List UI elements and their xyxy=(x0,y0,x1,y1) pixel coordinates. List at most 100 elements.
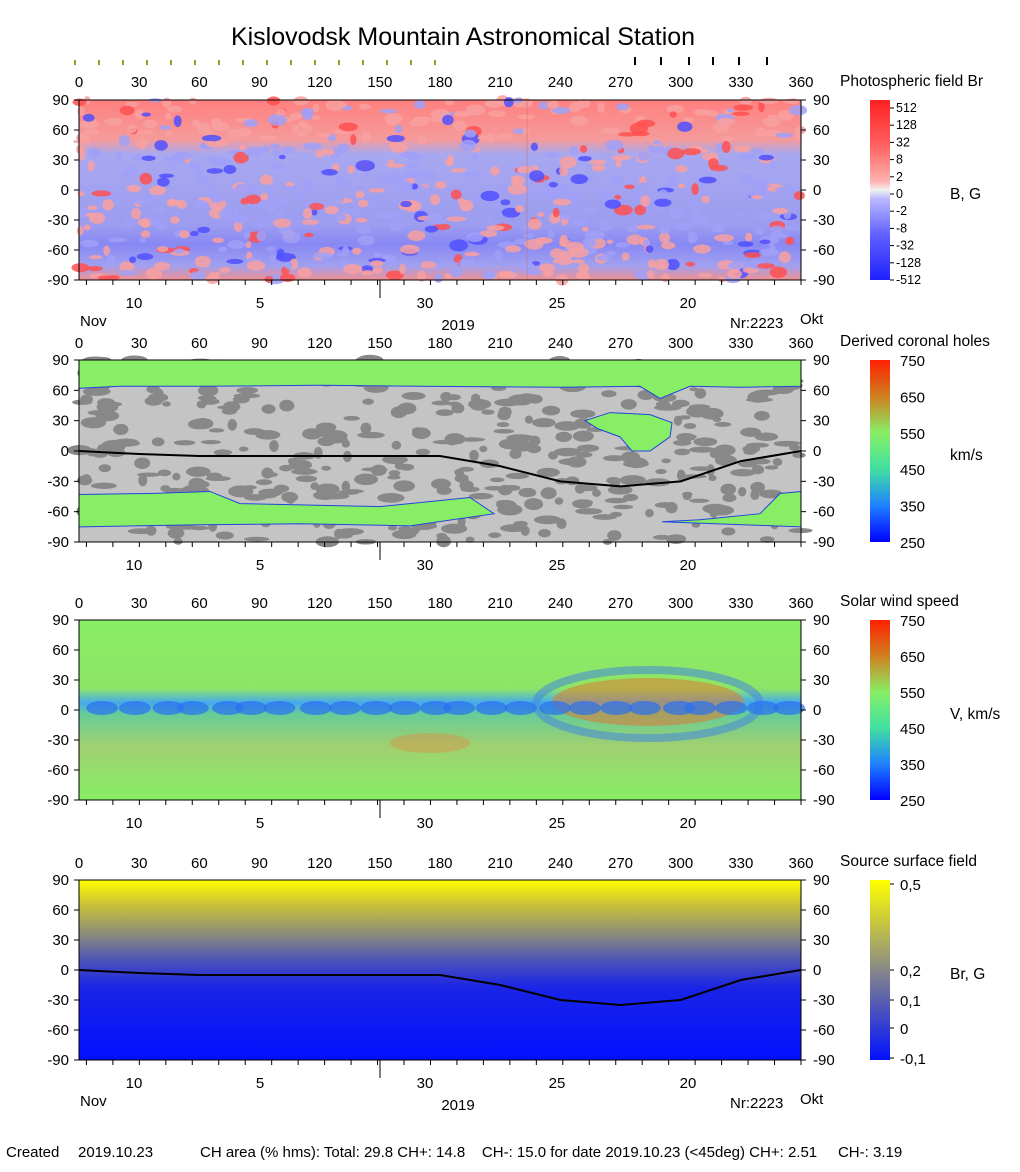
field-patch xyxy=(693,108,711,116)
slow-wind-patch xyxy=(176,701,209,715)
field-patch xyxy=(424,225,439,233)
field-patch xyxy=(119,261,135,272)
closed-patch xyxy=(188,477,206,490)
field-patch xyxy=(133,141,147,147)
field-patch xyxy=(459,199,474,212)
closed-patch xyxy=(592,514,617,520)
field-patch xyxy=(596,254,612,261)
latitude-label-right: -30 xyxy=(813,212,835,229)
closed-patch xyxy=(490,477,505,483)
date-label: 5 xyxy=(256,557,264,574)
field-patch xyxy=(721,135,734,142)
field-patch xyxy=(254,216,274,228)
longitude-label: 240 xyxy=(548,595,573,612)
field-patch xyxy=(97,275,115,281)
colorbar-label: 350 xyxy=(900,757,925,774)
closed-patch xyxy=(469,449,479,462)
neutral-line xyxy=(78,969,802,1007)
field-patch xyxy=(276,108,286,116)
field-patch xyxy=(276,248,285,259)
field-patch xyxy=(313,252,333,260)
field-patch xyxy=(626,234,644,246)
field-patch xyxy=(191,119,201,128)
field-patch xyxy=(209,160,229,167)
slow-wind-patch xyxy=(152,701,185,715)
field-patch xyxy=(755,212,772,221)
closed-patch xyxy=(391,440,402,450)
closed-patch xyxy=(360,422,372,434)
field-patch xyxy=(559,239,572,248)
field-patch xyxy=(774,186,795,193)
slow-wind-patch xyxy=(212,701,245,715)
closed-patch xyxy=(196,400,207,409)
field-patch xyxy=(701,153,714,161)
closed-patch xyxy=(745,397,774,403)
marker-dot xyxy=(74,60,76,65)
field-patch xyxy=(370,260,384,267)
field-patch xyxy=(206,168,224,174)
date-label: 25 xyxy=(549,557,566,574)
field-patch xyxy=(463,251,480,257)
field-patch xyxy=(265,187,273,193)
field-patch xyxy=(189,230,199,237)
longitude-label: 180 xyxy=(427,855,452,872)
closed-patch xyxy=(714,421,732,427)
closed-patch xyxy=(694,388,707,399)
field-patch xyxy=(721,141,731,153)
marker-dot xyxy=(434,60,436,65)
closed-patch xyxy=(223,401,241,412)
longitude-label: 30 xyxy=(131,74,148,91)
field-patch xyxy=(581,206,597,215)
closed-patch xyxy=(279,399,295,412)
field-patch xyxy=(195,177,211,184)
field-patch xyxy=(172,151,193,161)
field-patch xyxy=(173,248,185,254)
closed-patch xyxy=(362,398,374,405)
closed-patch xyxy=(689,387,699,392)
field-patch xyxy=(579,145,588,153)
closed-patch xyxy=(481,409,495,415)
closed-patch xyxy=(273,484,290,493)
longitude-label: 240 xyxy=(548,74,573,91)
field-patch xyxy=(479,230,498,238)
field-patch xyxy=(334,213,347,222)
field-patch xyxy=(153,207,166,214)
latitude-label-left: -90 xyxy=(47,272,69,289)
closed-patch xyxy=(113,423,129,436)
longitude-label: 60 xyxy=(191,855,208,872)
date-label: 30 xyxy=(417,295,434,312)
closed-patch xyxy=(302,428,323,440)
field-patch xyxy=(233,220,243,232)
closed-patch xyxy=(388,470,401,477)
field-patch xyxy=(465,104,486,116)
closed-patch xyxy=(354,473,379,486)
field-patch xyxy=(569,146,579,156)
field-patch xyxy=(777,109,794,121)
field-patch xyxy=(301,123,313,133)
closed-patch xyxy=(513,520,528,527)
longitude-label: 90 xyxy=(251,855,268,872)
field-patch xyxy=(681,148,702,156)
field-patch xyxy=(197,226,211,234)
field-patch xyxy=(610,174,624,185)
field-patch xyxy=(714,234,734,242)
field-patch xyxy=(355,224,372,235)
longitude-label: 330 xyxy=(728,74,753,91)
closed-patch xyxy=(673,415,683,426)
latitude-label-left: -30 xyxy=(47,212,69,229)
field-patch xyxy=(769,159,778,169)
field-patch xyxy=(716,118,736,126)
field-patch xyxy=(715,142,724,152)
longitude-label: 180 xyxy=(427,74,452,91)
field-patch xyxy=(434,181,447,189)
field-patch xyxy=(727,268,742,279)
closed-patch xyxy=(620,399,637,409)
field-patch xyxy=(139,172,153,185)
field-patch xyxy=(753,227,765,235)
field-patch xyxy=(280,146,296,154)
closed-patch xyxy=(524,498,544,511)
field-patch xyxy=(788,98,799,105)
closed-patch xyxy=(554,497,564,505)
longitude-label: 120 xyxy=(307,74,332,91)
field-patch xyxy=(141,112,152,117)
